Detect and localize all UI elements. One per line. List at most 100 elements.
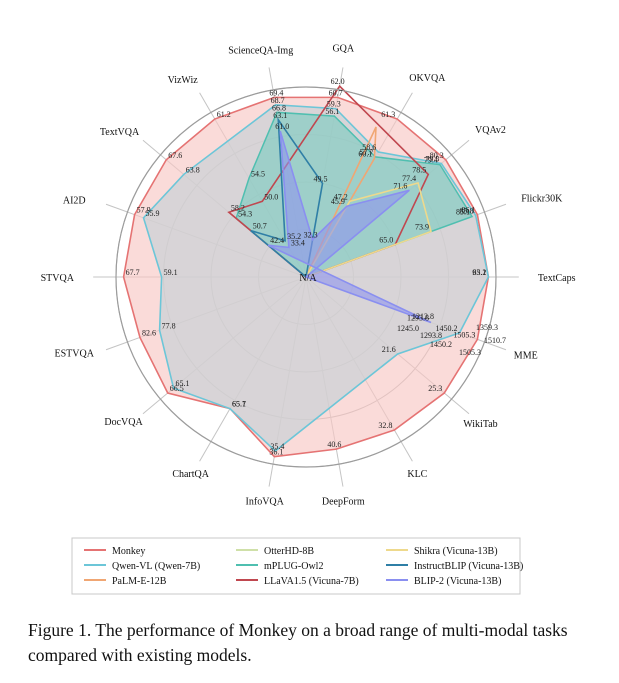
- value-label: 73.9: [415, 223, 429, 232]
- value-label: 61.0: [275, 122, 289, 131]
- value-label: 50.0: [264, 192, 278, 201]
- value-label: 79.4: [424, 156, 438, 165]
- value-label: 65.0: [379, 236, 393, 245]
- axis-label-mme: MME: [514, 350, 538, 361]
- value-label: 65.1: [232, 400, 246, 409]
- value-label: 57.7: [359, 148, 373, 157]
- value-label: 50.7: [253, 222, 267, 231]
- value-label: 80.3: [430, 151, 444, 160]
- value-label: 54.3: [238, 209, 252, 218]
- legend-label: LLaVA1.5 (Vicuna-7B): [264, 576, 359, 587]
- axis-label-docvqa: DocVQA: [104, 417, 143, 428]
- value-label: 1293.8: [407, 313, 429, 322]
- axis-label-okvqa: OKVQA: [409, 73, 446, 84]
- value-label: 32.8: [378, 421, 392, 430]
- value-label: 1450.2: [436, 324, 458, 333]
- value-label: 60.7: [329, 88, 343, 97]
- value-label: 79.5: [425, 154, 439, 163]
- value-label: 78.5: [412, 165, 426, 174]
- series-blip-2-polygon: [267, 130, 432, 324]
- value-label: 1505.3: [453, 330, 475, 339]
- axis-label-flickr30k: Flickr30K: [521, 194, 563, 205]
- value-label: 35.2: [287, 232, 301, 241]
- value-label: 21.6: [382, 345, 396, 354]
- value-label: 65.1: [472, 268, 486, 277]
- axis-label-chartqa: ChartQA: [172, 469, 209, 480]
- mme-value-label: 1505.3: [459, 348, 481, 357]
- value-label: 59.1: [164, 268, 178, 277]
- value-label: 67.7: [126, 268, 140, 277]
- value-label: 58.2: [231, 203, 245, 212]
- value-label: 62.0: [331, 77, 345, 86]
- center-label: N/A: [299, 273, 317, 284]
- value-label: 85.1: [456, 208, 470, 217]
- value-label: 63.1: [273, 111, 287, 120]
- value-label: 71.6: [393, 181, 407, 190]
- value-label: 66.5: [170, 384, 184, 393]
- value-label: 59.3: [327, 100, 341, 109]
- mme-value-label: 1450.2: [430, 340, 452, 349]
- axis-label-wikitab: WikiTab: [463, 419, 497, 430]
- legend-label: OtterHD-8B: [264, 546, 314, 557]
- value-label: 82.6: [142, 328, 156, 337]
- value-label: 61.2: [217, 110, 231, 119]
- axis-label-vizwiz: VizWiz: [168, 75, 199, 86]
- axis-label-ai2d: AI2D: [63, 196, 86, 207]
- value-label: 86.1: [461, 206, 475, 215]
- legend-label: BLIP-2 (Vicuna-13B): [414, 576, 501, 587]
- value-label: 49.5: [313, 174, 327, 183]
- value-label: 68.7: [271, 96, 285, 105]
- legend-label: Monkey: [112, 546, 145, 557]
- outer-ring: [115, 86, 497, 468]
- value-label: 85.8: [460, 206, 474, 215]
- value-label: 67.6: [168, 151, 182, 160]
- mme-value-label: 1359.3: [476, 323, 498, 332]
- mme-value-label: 1510.7: [484, 336, 506, 345]
- axis-label-textvqa: TextVQA: [100, 127, 140, 138]
- legend-label: InstructBLIP (Vicuna-13B): [414, 561, 523, 572]
- axis-label-deepform: DeepForm: [322, 496, 365, 507]
- legend-label: mPLUG-Owl2: [264, 561, 323, 572]
- value-label: 65.1: [176, 379, 190, 388]
- radar-chart: TextCaps MME WikiTab KLC DeepForm InfoVQA Char…: [41, 44, 576, 595]
- figure-caption: Figure 1. The performance of Monkey on a…: [28, 620, 568, 665]
- mme-value-label: 1212.8: [412, 312, 434, 321]
- value-label: 40.6: [327, 440, 341, 449]
- series-instructblip-polyline: [250, 117, 324, 278]
- value-label: 60.1: [358, 150, 372, 159]
- value-label: 57.9: [137, 206, 151, 215]
- axis-label-gqa: GQA: [332, 44, 354, 55]
- axis-label-scienceqa-img: ScienceQA-Img: [228, 46, 293, 57]
- value-label: 63.8: [186, 165, 200, 174]
- value-label: 55.9: [146, 209, 160, 218]
- legend-label: Shikra (Vicuna-13B): [414, 546, 498, 557]
- axis-label-estvqa: ESTVQA: [55, 348, 95, 359]
- axis-label-textcaps: TextCaps: [538, 273, 576, 284]
- value-label: 25.3: [428, 384, 442, 393]
- axis-label-stvqa: STVQA: [41, 273, 75, 284]
- value-label: 56.1: [325, 107, 339, 116]
- value-label: 35.4: [270, 442, 284, 451]
- mme-value-label: 1245.0: [397, 324, 419, 333]
- value-label: 93.2: [472, 268, 486, 277]
- axis-label-klc: KLC: [407, 469, 427, 480]
- value-label: 54.5: [251, 169, 265, 178]
- value-label: 36.1: [269, 448, 283, 457]
- value-label: 42.4: [270, 236, 284, 245]
- mme-value-label: 1293.8: [420, 331, 442, 340]
- value-label: 47.2: [334, 192, 348, 201]
- legend-box: [71, 537, 521, 595]
- value-label: 45.9: [331, 197, 345, 206]
- axis-label-infovqa: InfoVQA: [246, 496, 285, 507]
- axis-label-vqav2: VQAv2: [475, 125, 506, 136]
- value-label: 33.4: [291, 238, 305, 247]
- value-label: 66.8: [272, 103, 286, 112]
- value-label: 77.8: [162, 321, 176, 330]
- legend-label: Qwen-VL (Qwen-7B): [112, 561, 200, 572]
- value-label: 58.6: [362, 143, 376, 152]
- legend-label: PaLM-E-12B: [112, 576, 167, 587]
- value-label: 69.4: [269, 88, 283, 97]
- value-label: 32.3: [304, 231, 318, 240]
- value-label: 61.3: [381, 110, 395, 119]
- value-label: 77.4: [402, 174, 416, 183]
